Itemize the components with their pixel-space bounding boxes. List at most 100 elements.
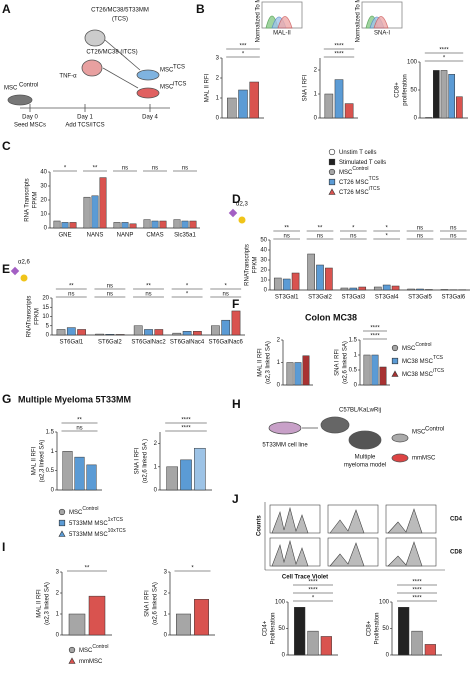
bar (391, 285, 400, 291)
sig-label: **** (334, 52, 344, 58)
flow-histograms (264, 502, 445, 571)
bar (172, 332, 182, 336)
bar (425, 117, 432, 119)
bar (91, 195, 99, 229)
bar (334, 79, 344, 119)
sig-label: ns (107, 292, 113, 298)
y-axis-label: FPKM (35, 308, 41, 325)
legend-marker (58, 530, 66, 537)
flow-label: CD8 (450, 550, 463, 556)
diagram-text: C57BL/KaLwRij (339, 408, 381, 414)
bar (61, 222, 69, 229)
bar (238, 89, 248, 119)
sig-label: * (191, 566, 194, 572)
legend-sup: Control (352, 166, 368, 172)
bar (105, 334, 115, 336)
legend-name: MSC (79, 648, 93, 654)
bar (302, 355, 310, 386)
diagram-text: Control (425, 427, 444, 433)
bar (173, 219, 181, 229)
y-tick-label: 0 (354, 383, 358, 389)
sig-label: ns (317, 234, 323, 240)
bar (159, 220, 167, 229)
inset-label: MAL-II (273, 31, 291, 37)
legend-name: CT26 MSC (339, 190, 369, 196)
panel-label: H (232, 397, 241, 411)
sig-label: **** (308, 580, 318, 586)
sig-label: ns (450, 234, 456, 240)
bar (133, 325, 143, 336)
panel-label: A (2, 2, 11, 16)
bar (316, 264, 324, 291)
legend-sup: Control (82, 506, 98, 512)
diagram-text: 5T33MM cell line (262, 443, 308, 449)
y-tick-label: 100 (379, 600, 390, 606)
sig-label: ** (318, 226, 323, 232)
diagram-text: (TCS) (112, 17, 128, 23)
y-axis-label: SNA I RFI (135, 447, 141, 474)
flow-label: CD4 (450, 517, 463, 523)
sig-label: ns (223, 292, 229, 298)
legend-sup: 10xTCS (108, 528, 127, 534)
legend-label: 5T33MM MSC1xTCS (69, 517, 124, 526)
x-tick-label: ST3Gal1 (275, 295, 299, 301)
bar (424, 644, 436, 656)
sig-label: ** (85, 566, 90, 572)
y-tick-label: 0 (154, 488, 158, 494)
sig-label: * (186, 292, 189, 298)
legend-name: Stimulated T cells (339, 160, 386, 166)
sig-label: **** (308, 588, 318, 594)
y-tick-label: 0 (414, 116, 418, 122)
legend-marker (328, 178, 336, 186)
bar (166, 466, 178, 491)
x-tick-label: ST3Gal5 (408, 295, 432, 301)
heading: Colon MC38 (305, 312, 357, 322)
x-tick-label: GNE (58, 233, 71, 239)
sig-label: ns (152, 166, 158, 172)
y-tick-label: 20 (42, 296, 49, 302)
legend-name: 5T33MM MSC (69, 521, 108, 527)
bar (440, 289, 449, 291)
bar (294, 607, 306, 656)
y-tick-label: 2 (216, 76, 220, 82)
bar (425, 289, 433, 291)
bar (307, 253, 315, 291)
bar (273, 277, 282, 291)
legend-sup: iTCS (433, 368, 445, 374)
bar (373, 286, 382, 291)
x-tick-label: ST6Gal2 (98, 340, 122, 346)
y-tick-label: 50 (382, 626, 389, 632)
bar (99, 177, 107, 229)
legend-label: MC38 MSCiTCS (402, 368, 445, 377)
bar (180, 459, 192, 491)
legend-label: CT26 MSCiTCS (339, 186, 380, 195)
heading: Multiple Myeloma 5T33MM (18, 394, 131, 404)
glycan-label: α2,6 (18, 260, 30, 266)
y-tick-label: 1 (314, 92, 318, 98)
bar (411, 630, 423, 656)
panel-label: E (2, 262, 10, 276)
diagram-text: Seed MSCs (14, 123, 46, 129)
sig-label: ** (77, 418, 82, 424)
bar (129, 223, 137, 229)
inset-label: Normalized To Mode (256, 0, 262, 42)
bar (182, 331, 192, 336)
bar (221, 319, 231, 336)
bar (325, 267, 333, 291)
sig-label: **** (439, 48, 449, 54)
legend-marker (391, 344, 399, 352)
x-tick-label: NANP (117, 233, 134, 239)
y-tick-label: 0 (314, 116, 318, 122)
y-axis-label: RNATranscripts (245, 244, 251, 286)
sig-label: * (385, 234, 388, 240)
bar (56, 329, 66, 336)
legend-marker (328, 188, 336, 195)
y-axis-label: (α2,6 linked SA) (153, 582, 159, 625)
y-tick-label: 1 (277, 360, 281, 366)
legend-marker (328, 158, 336, 166)
diagram-text: iTCS (173, 82, 186, 88)
bar (143, 219, 151, 229)
legend-label: Stimulated T cells (339, 160, 386, 166)
diagram-text: MSC (160, 85, 174, 91)
y-tick-label: 0 (56, 633, 60, 639)
